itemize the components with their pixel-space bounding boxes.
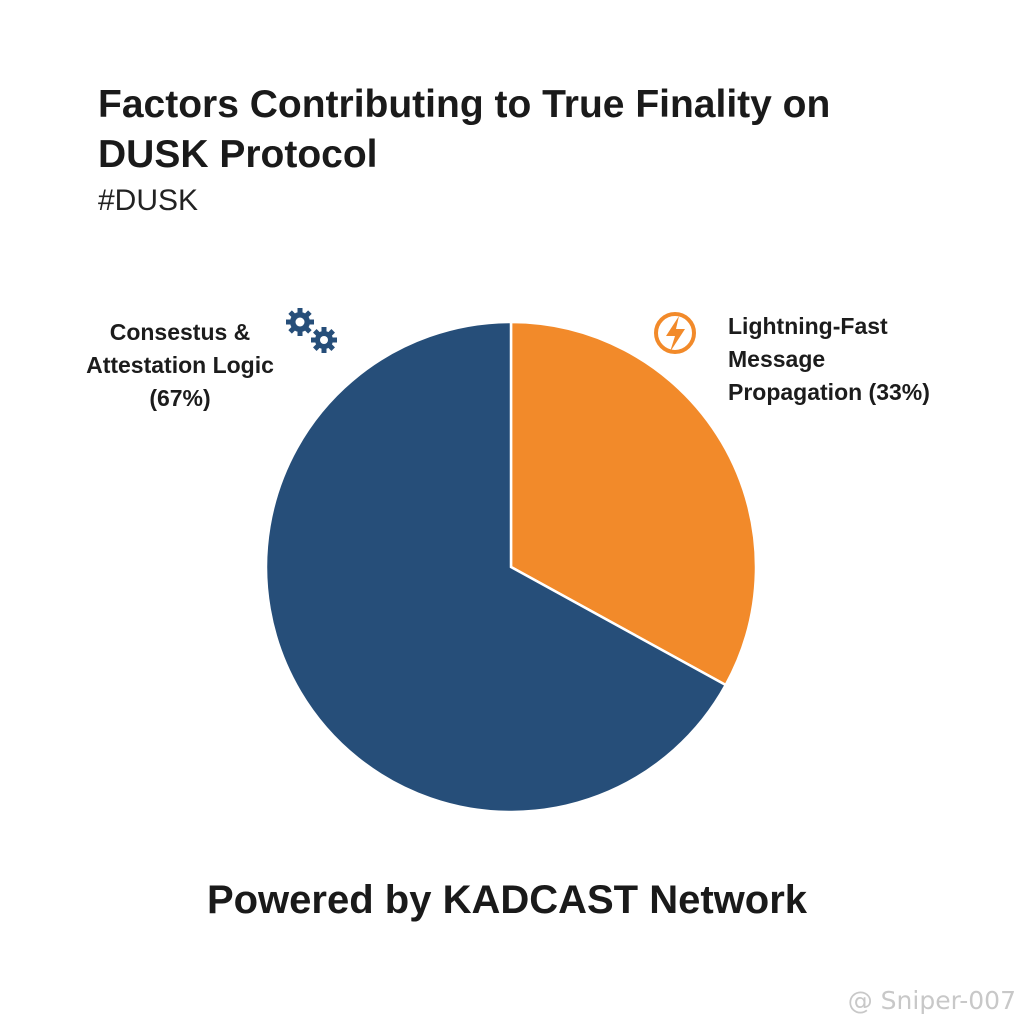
slice-label-consensus: Consestus & Attestation Logic (67%): [60, 316, 300, 415]
gears-icon: [286, 308, 337, 353]
gear-tooth: [327, 343, 335, 351]
gear-tooth: [321, 347, 327, 353]
gear-tooth: [313, 343, 321, 351]
pie-slice-1: [264, 320, 728, 814]
gear-tooth: [288, 325, 297, 334]
label-line: (67%): [149, 385, 211, 411]
label-line: Message: [728, 346, 826, 372]
gear-tooth: [331, 337, 337, 343]
gear-tooth: [288, 310, 297, 319]
label-line: Propagation (33%): [728, 379, 930, 405]
gear-tooth: [313, 329, 321, 337]
slice-label-propagation: Lightning-Fast Message Propagation (33%): [728, 310, 1008, 409]
watermark: @ Sniper-007: [847, 986, 1016, 1015]
gear-tooth: [321, 327, 327, 333]
chart-title: Factors Contributing to True Finality on…: [98, 83, 831, 176]
gear-tooth: [297, 308, 303, 314]
gear-tooth: [297, 330, 303, 336]
lightning-bolt-icon: [654, 312, 696, 354]
gear-tooth: [303, 310, 312, 319]
pie-slice-0: [509, 320, 758, 687]
gear-tooth: [303, 325, 312, 334]
gear-tooth: [311, 337, 317, 343]
gear-tooth: [308, 319, 314, 325]
label-line: Attestation Logic: [86, 352, 274, 378]
footer-text: Powered by KADCAST Network: [206, 878, 808, 922]
label-line: Lightning-Fast: [728, 313, 888, 339]
label-line: Consestus &: [109, 319, 251, 345]
gear-tooth: [286, 319, 292, 325]
gear-tooth: [327, 329, 335, 337]
chart-subtitle: #DUSK: [98, 184, 199, 217]
